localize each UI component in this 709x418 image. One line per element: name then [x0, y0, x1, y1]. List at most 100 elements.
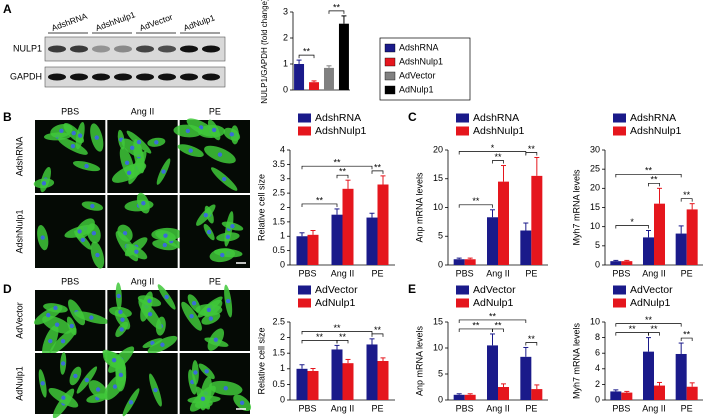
significance-bracket: [680, 198, 693, 202]
error-bar: [456, 257, 462, 260]
nucleus: [118, 309, 123, 315]
nucleus: [193, 370, 198, 375]
bar: [342, 188, 354, 265]
significance-label: *: [491, 143, 495, 153]
nucleus: [84, 163, 89, 169]
error-bar: [624, 259, 630, 262]
significance-bracket: [615, 323, 682, 327]
y-tick-label: 4: [595, 363, 600, 373]
legend-swatch: [456, 126, 469, 136]
y-tick-label: 0: [280, 394, 285, 404]
x-tick-label: PBS: [612, 403, 630, 413]
nucleus: [239, 400, 245, 405]
nucleus: [91, 231, 97, 236]
legend-swatch: [613, 298, 626, 308]
nucleus: [120, 317, 125, 322]
error-bar: [501, 383, 506, 387]
error-bar: [646, 337, 651, 352]
legend-swatch: [384, 85, 396, 95]
nucleus: [153, 387, 158, 393]
significance-bracket: [336, 174, 349, 179]
error-bar: [657, 381, 662, 386]
y-axis-label: Relative cell size: [256, 174, 266, 241]
bar: [686, 209, 698, 265]
error-bar: [646, 230, 651, 238]
legend-swatch: [384, 57, 396, 67]
y-axis-label: Anp mRNA levels: [414, 172, 424, 243]
nucleus: [94, 135, 99, 140]
bar: [498, 181, 509, 265]
y-tick-label: 10: [433, 342, 443, 352]
nucleus: [122, 230, 128, 236]
nucleus: [206, 229, 212, 235]
y-tick-label: 0.5: [272, 245, 285, 255]
nucleus: [116, 293, 121, 299]
bar: [331, 349, 343, 400]
error-bar: [689, 203, 695, 210]
y-tick-label: 6: [595, 348, 600, 358]
significance-label: **: [333, 158, 341, 168]
significance-bracket: [301, 331, 373, 335]
nucleus: [221, 176, 227, 182]
y-axis-label: Myh7 mRNA levels: [571, 322, 581, 399]
legend-swatch: [298, 126, 311, 136]
column-label: PBS: [61, 276, 79, 286]
y-tick-label: 0: [438, 259, 443, 269]
bar: [453, 259, 465, 265]
legend-swatch: [613, 113, 626, 123]
nucleus: [126, 170, 132, 175]
legend-label: AdNulp1: [315, 297, 355, 309]
panel-label: D: [3, 282, 12, 296]
significance-label: **: [650, 324, 658, 334]
nucleus: [136, 139, 142, 145]
y-tick-label: 0: [595, 394, 600, 404]
cells: [38, 352, 109, 418]
cells: [33, 121, 104, 193]
y-tick-label: 3.5: [272, 159, 285, 169]
significance-label: **: [303, 46, 311, 56]
nucleus: [217, 152, 223, 157]
blot-band: [48, 45, 66, 53]
significance-label: **: [494, 320, 502, 330]
legend-label: AdshRNA: [473, 112, 519, 124]
nucleus: [147, 311, 153, 317]
bar: [307, 234, 319, 265]
legend-swatch: [298, 298, 311, 308]
nucleus: [130, 145, 135, 151]
error-bar: [657, 187, 662, 204]
y-axis-label: NULP1/GAPDH (fold change): [260, 0, 269, 104]
x-tick-label: PBS: [298, 268, 316, 278]
significance-bracket: [458, 151, 527, 155]
cells: [115, 192, 186, 262]
row-label: AdshRNA: [14, 137, 24, 177]
bar: [307, 370, 319, 400]
y-tick-label: 25: [590, 164, 600, 174]
error-bar: [613, 259, 619, 262]
significance-bracket: [648, 182, 660, 187]
bar: [520, 230, 532, 265]
nucleus: [134, 249, 139, 254]
nucleus: [162, 242, 168, 248]
y-tick-label: 1: [280, 363, 285, 373]
y-tick-label: 8: [595, 332, 600, 342]
y-tick-label: 3: [280, 173, 285, 183]
protein-label: NULP1: [13, 43, 42, 53]
nucleus: [77, 229, 82, 234]
y-tick-label: 20: [590, 183, 600, 193]
y-tick-label: 5: [438, 368, 443, 378]
nucleus: [128, 400, 134, 405]
x-tick-label: Ang II: [331, 268, 355, 278]
y-tick-label: 1.5: [272, 216, 285, 226]
x-tick-label: PBS: [456, 403, 474, 413]
x-tick-label: Ang II: [642, 403, 666, 413]
error-bar: [523, 222, 529, 231]
nucleus: [80, 237, 86, 243]
blot-band: [158, 73, 176, 81]
significance-bracket: [458, 204, 493, 208]
nucleus: [188, 148, 193, 153]
nucleus: [95, 252, 100, 258]
cells: [181, 284, 233, 351]
y-tick-label: 15: [433, 316, 443, 326]
y-tick-label: 10: [590, 316, 600, 326]
bar: [464, 394, 476, 400]
